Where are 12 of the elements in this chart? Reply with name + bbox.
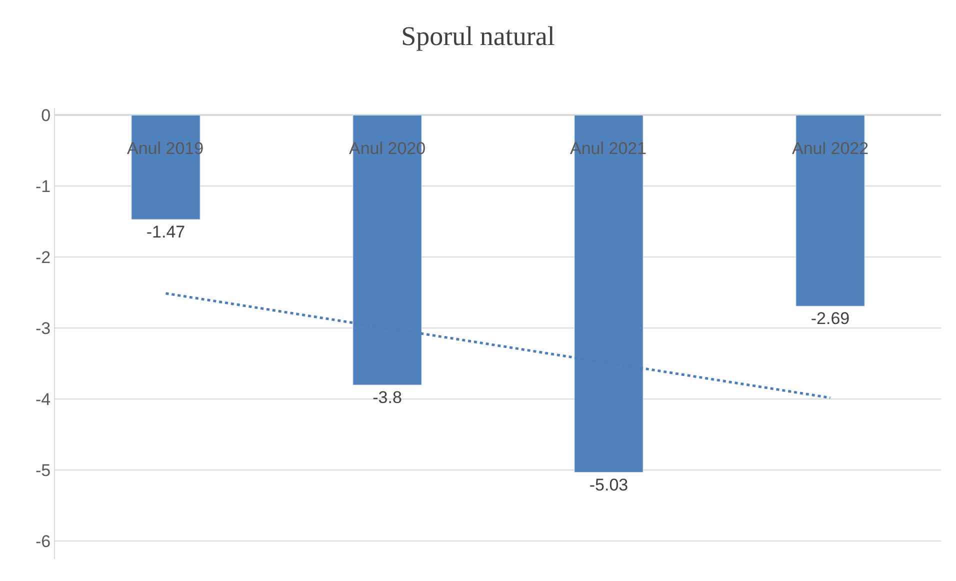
y-tick-label: -5 (35, 461, 51, 480)
data-label: -1.47 (146, 222, 186, 242)
y-tick-label: 0 (41, 106, 51, 126)
y-tick-label: -4 (35, 390, 51, 410)
y-tick-label: -6 (35, 532, 51, 552)
data-label: -2.69 (810, 309, 850, 328)
data-label: -3.8 (372, 388, 402, 407)
y-tick-label: -3 (35, 319, 51, 338)
y-tick-label: -1 (35, 177, 51, 196)
data-label: -5.03 (589, 475, 628, 494)
chart-title: Sporul natural (401, 21, 555, 52)
y-tick-label: -2 (35, 248, 51, 268)
